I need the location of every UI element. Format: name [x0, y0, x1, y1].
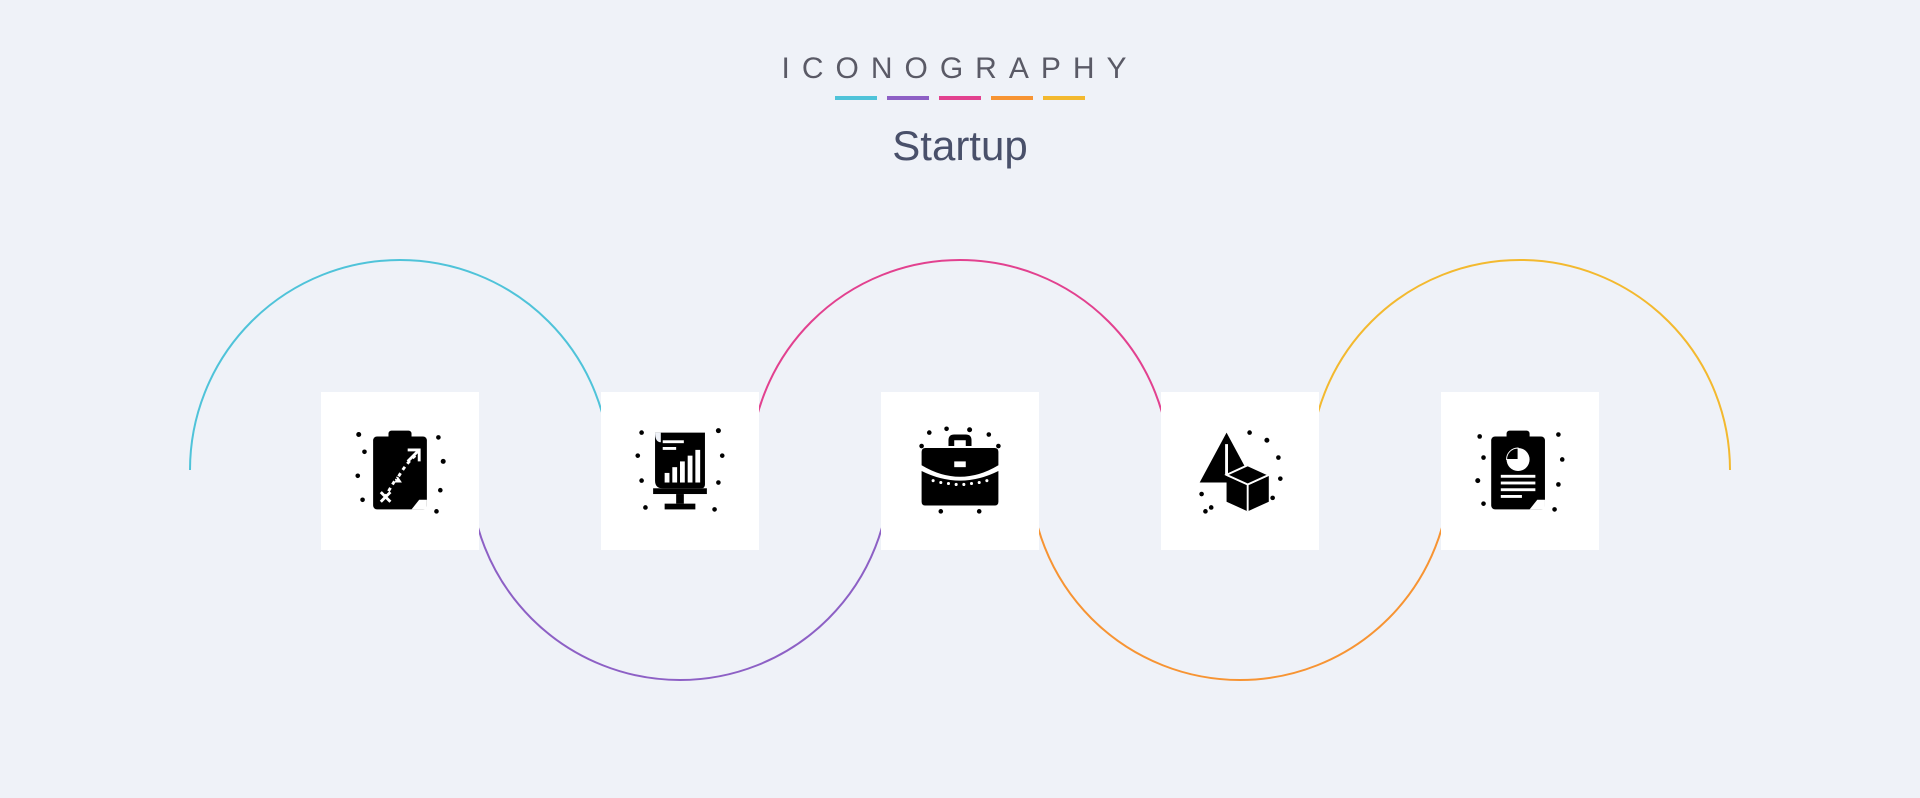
tile-presentation	[601, 392, 759, 550]
geometry-shapes-icon	[1192, 423, 1288, 519]
stage	[0, 260, 1920, 690]
accent-row	[0, 96, 1920, 100]
presentation-chart-icon	[632, 423, 728, 519]
strategy-clipboard-icon	[352, 423, 448, 519]
tile-geometry	[1161, 392, 1319, 550]
accent-bar-3	[939, 96, 981, 100]
accent-bar-1	[835, 96, 877, 100]
report-clipboard-icon	[1472, 423, 1568, 519]
header: ICONOGRAPHY Startup	[0, 0, 1920, 170]
accent-bar-2	[887, 96, 929, 100]
tile-briefcase	[881, 392, 1039, 550]
tile-report	[1441, 392, 1599, 550]
tile-strategy	[321, 392, 479, 550]
briefcase-icon	[912, 423, 1008, 519]
accent-bar-5	[1043, 96, 1085, 100]
tiles-row	[0, 392, 1920, 550]
brand-title: ICONOGRAPHY	[0, 52, 1920, 86]
category-title: Startup	[0, 122, 1920, 170]
accent-bar-4	[991, 96, 1033, 100]
